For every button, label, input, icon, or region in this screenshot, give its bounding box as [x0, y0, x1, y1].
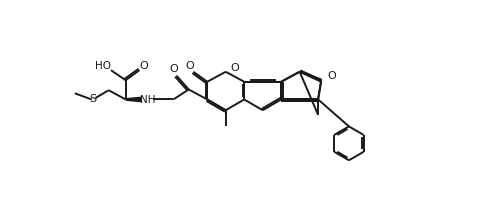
Text: HO: HO [95, 61, 111, 71]
Text: O: O [327, 71, 336, 81]
Text: O: O [139, 61, 147, 71]
Polygon shape [126, 97, 141, 102]
Text: O: O [185, 61, 194, 71]
Text: O: O [230, 63, 239, 73]
Text: O: O [169, 64, 178, 74]
Text: NH: NH [140, 95, 156, 105]
Text: S: S [89, 94, 96, 104]
